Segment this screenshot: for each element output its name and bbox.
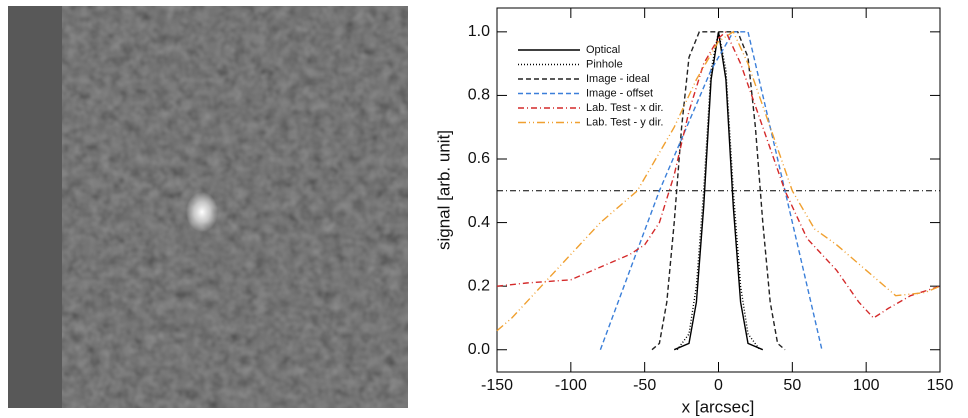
series-line (496, 30, 941, 319)
image-noise (62, 6, 408, 408)
y-tick-label: 0.8 (468, 87, 490, 104)
legend-label: Optical (586, 44, 620, 56)
series-line (651, 31, 786, 351)
y-axis-label: signal [arb. unit] (434, 130, 453, 250)
y-tick-label: 0.0 (468, 341, 490, 358)
x-tick-label: 150 (927, 377, 954, 394)
x-tick-label: -100 (555, 377, 587, 394)
camera-image (8, 6, 408, 408)
legend-label: Lab. Test - y dir. (586, 116, 663, 128)
x-tick-label: 50 (783, 377, 801, 394)
y-tick-label: 1.0 (468, 23, 490, 40)
legend-label: Image - ideal (586, 73, 650, 85)
legend-label: Pinhole (586, 58, 623, 70)
series-line (676, 31, 761, 351)
x-tick-label: 100 (853, 377, 880, 394)
legend-label: Lab. Test - x dir. (586, 102, 663, 114)
x-tick-label: 0 (714, 377, 723, 394)
plot-frame (496, 7, 941, 373)
image-edge (8, 6, 62, 408)
y-tick-label: 0.4 (468, 214, 490, 231)
x-tick-label: -150 (481, 377, 513, 394)
image-spot (186, 192, 218, 232)
y-tick-label: 0.6 (468, 150, 490, 167)
plot: x [arcsec] signal [arb. unit] (434, 7, 941, 416)
y-tick-label: 0.2 (468, 277, 490, 294)
x-tick-label: -50 (633, 377, 656, 394)
legend-label: Image - offset (586, 87, 653, 99)
x-axis-label: x [arcsec] (682, 397, 755, 416)
series-line (496, 30, 941, 332)
